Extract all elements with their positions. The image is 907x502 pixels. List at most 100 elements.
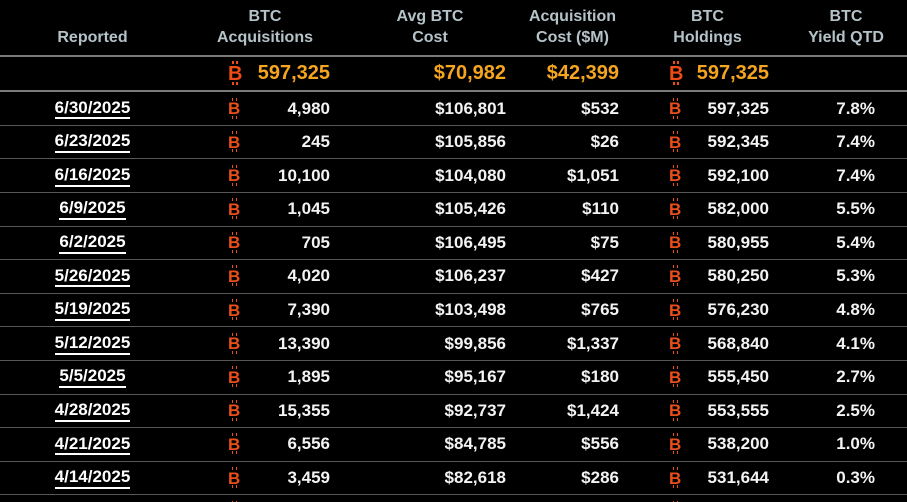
reported-date-link[interactable]: 5/26/2025 (54, 266, 131, 288)
col-header-label: BTC Acquisitions (216, 8, 313, 47)
summary-btc-holdings-value: 597,325 (696, 62, 769, 85)
btc-icon: B (669, 61, 684, 86)
acquisition-cost-value: $1,051 (515, 158, 630, 193)
acquisition-cost-value: $1,918 (515, 494, 630, 502)
btc-icon: B (669, 299, 682, 321)
btc-icon: B (669, 164, 682, 186)
reported-date-link[interactable]: 6/2/2025 (59, 232, 126, 254)
btc-holdings-cell: B 531,644 (630, 461, 785, 496)
reported-date-cell: 4/21/2025 (0, 427, 185, 462)
reported-date-link[interactable]: 5/5/2025 (59, 367, 126, 389)
btc-holdings-value: 580,955 (707, 232, 769, 252)
btc-holdings-cell: B 597,325 (630, 91, 785, 126)
btc-holdings-cell: B 582,000 (630, 192, 785, 227)
btc-holdings-cell: B 592,345 (630, 125, 785, 160)
reported-date-cell: 3/31/2025 (0, 494, 185, 502)
avg-btc-cost-value: $86,969 (345, 494, 515, 502)
btc-icon: B (228, 332, 241, 354)
summary-avg-btc-cost-value: $70,982 (345, 56, 515, 93)
reported-date-link[interactable]: 6/23/2025 (54, 132, 131, 153)
reported-date-link[interactable]: 6/16/2025 (54, 165, 131, 187)
summary-acquisition-cost-value: $42,399 (515, 56, 630, 93)
btc-acquisitions-cell: B 1,045 (185, 192, 345, 227)
btc-icon: B (228, 131, 241, 153)
table-row: 4/14/2025 B 3,459 $82,618 $286 B 531,644… (0, 461, 907, 496)
table-row: 4/21/2025 B 6,556 $84,785 $556 B 538,200… (0, 427, 907, 462)
btc-holdings-value: 582,000 (707, 199, 769, 219)
avg-btc-cost-value: $104,080 (345, 158, 515, 193)
btc-yield-value: 4.8% (785, 293, 907, 328)
btc-acquisitions-cell: B 13,390 (185, 326, 345, 361)
reported-date-link[interactable]: 5/12/2025 (54, 333, 131, 355)
btc-yield-value: 5.3% (785, 259, 907, 294)
reported-date-cell: 4/28/2025 (0, 394, 185, 429)
acquisition-cost-value: $765 (515, 293, 630, 328)
btc-yield-value: 7.8% (785, 91, 907, 126)
table-body: B 597,325 $70,982 $42,399 B 597,325 6/30… (0, 56, 907, 502)
btc-holdings-value: 592,345 (707, 132, 769, 152)
btc-icon: B (669, 131, 682, 153)
btc-holdings-value: 555,450 (707, 367, 769, 387)
reported-date-cell: 6/9/2025 (0, 192, 185, 227)
reported-date-link[interactable]: 4/14/2025 (54, 467, 131, 489)
btc-acquisitions-value: 705 (301, 232, 330, 252)
summary-btc-yield-value (785, 56, 907, 93)
table-row: 5/19/2025 B 7,390 $103,498 $765 B 576,23… (0, 293, 907, 328)
acquisition-cost-value: $1,424 (515, 394, 630, 429)
btc-yield-value: 1.0% (785, 427, 907, 462)
reported-date-link[interactable]: 6/30/2025 (54, 98, 131, 120)
btc-holdings-value: 568,840 (707, 333, 769, 353)
btc-yield-value: 2.5% (785, 394, 907, 429)
avg-btc-cost-value: $95,167 (345, 360, 515, 395)
avg-btc-cost-value: $106,237 (345, 259, 515, 294)
reported-date-cell: 5/5/2025 (0, 360, 185, 395)
btc-yield-value: 4.1% (785, 326, 907, 361)
btc-acquisitions-value: 4,020 (287, 266, 330, 286)
reported-date-cell: 4/14/2025 (0, 461, 185, 496)
reported-date-cell: 5/19/2025 (0, 293, 185, 328)
avg-btc-cost-value: $106,495 (345, 226, 515, 261)
btc-icon: B (228, 97, 241, 119)
avg-btc-cost-value: $82,618 (345, 461, 515, 496)
btc-yield-value: 0.3% (785, 461, 907, 496)
reported-date-link[interactable]: 4/28/2025 (54, 400, 131, 422)
col-header-label: BTC Holdings (673, 8, 742, 47)
btc-acquisitions-cell: B 3,459 (185, 461, 345, 496)
acquisition-cost-value: $26 (515, 125, 630, 160)
btc-holdings-cell: B 580,250 (630, 259, 785, 294)
btc-acquisitions-cell: B 4,980 (185, 91, 345, 126)
acquisition-cost-value: $110 (515, 192, 630, 227)
btc-icon: B (669, 97, 682, 119)
acquisition-cost-value: $427 (515, 259, 630, 294)
reported-date-cell: 6/30/2025 (0, 91, 185, 126)
btc-icon: B (669, 433, 682, 455)
btc-icon: B (669, 231, 682, 253)
reported-date-link[interactable]: 6/9/2025 (59, 199, 126, 221)
btc-holdings-value: 592,100 (707, 165, 769, 185)
reported-date-link[interactable]: 4/21/2025 (54, 434, 131, 456)
acquisition-cost-value: $532 (515, 91, 630, 126)
avg-btc-cost-value: $105,426 (345, 192, 515, 227)
avg-btc-cost-value: $84,785 (345, 427, 515, 462)
table-row: 5/5/2025 B 1,895 $95,167 $180 B 555,450 … (0, 360, 907, 395)
btc-icon: B (228, 399, 241, 421)
col-header-label: Avg BTC Cost (396, 8, 464, 47)
table-row: 6/23/2025 B 245 $105,856 $26 B 592,345 7… (0, 125, 907, 160)
summary-btc-acquisitions-value: 597,325 (257, 62, 330, 85)
btc-holdings-value: 553,555 (707, 400, 769, 420)
btc-holdings-value: 531,644 (707, 468, 769, 488)
btc-yield-value: 2.7% (785, 360, 907, 395)
btc-holdings-cell: B 568,840 (630, 326, 785, 361)
table-row: 6/30/2025 B 4,980 $106,801 $532 B 597,32… (0, 91, 907, 126)
table-row: 6/16/2025 B 10,100 $104,080 $1,051 B 592… (0, 158, 907, 193)
btc-icon: B (228, 299, 241, 321)
btc-icon: B (669, 467, 682, 489)
btc-holdings-cell: B 580,955 (630, 226, 785, 261)
btc-holdings-cell: B 553,555 (630, 394, 785, 429)
table-row: 5/12/2025 B 13,390 $99,856 $1,337 B 568,… (0, 326, 907, 361)
btc-acquisitions-value: 15,355 (278, 400, 330, 420)
reported-date-cell: 6/23/2025 (0, 125, 185, 160)
reported-date-link[interactable]: 5/19/2025 (54, 300, 131, 321)
btc-icon: B (669, 198, 682, 220)
btc-icon: B (669, 265, 682, 287)
